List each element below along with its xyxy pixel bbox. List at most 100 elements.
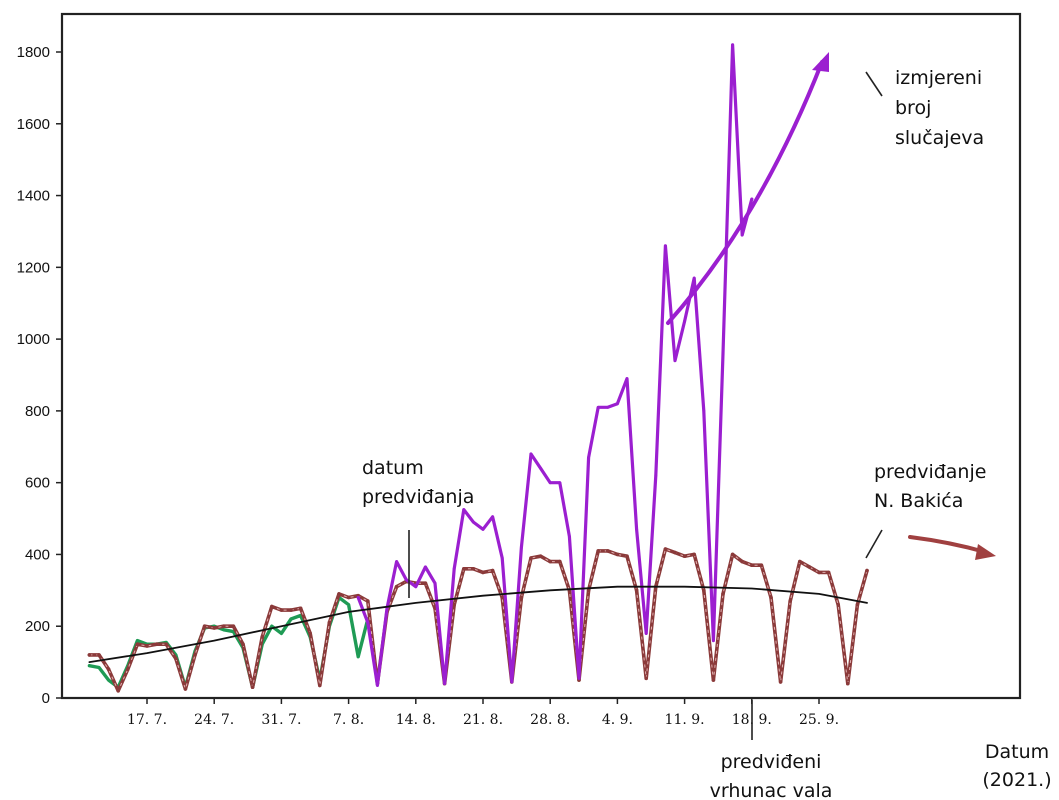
data-point bbox=[154, 642, 159, 646]
data-point bbox=[347, 603, 350, 607]
series-line-bakic-dots bbox=[89, 548, 868, 693]
data-point bbox=[586, 588, 591, 593]
data-point bbox=[798, 559, 802, 564]
data-point bbox=[107, 678, 110, 682]
data-point bbox=[673, 550, 677, 555]
annotation-bakic: N. Bakića bbox=[874, 490, 963, 512]
data-point bbox=[750, 197, 754, 201]
data-point bbox=[711, 678, 716, 682]
data-point bbox=[673, 359, 677, 362]
data-point bbox=[520, 545, 523, 549]
annotation-measured: izmjereni bbox=[895, 67, 982, 89]
annotation-forecast-date: datum bbox=[362, 457, 424, 479]
forecast-trend-arrow bbox=[908, 535, 987, 554]
data-point bbox=[616, 402, 619, 406]
data-point bbox=[683, 319, 686, 323]
series-line-trend bbox=[88, 585, 868, 663]
data-point bbox=[212, 626, 216, 630]
data-point bbox=[519, 595, 524, 600]
data-point bbox=[865, 568, 869, 573]
data-point bbox=[183, 687, 188, 691]
data-point bbox=[126, 667, 130, 672]
data-point bbox=[404, 578, 408, 581]
data-point bbox=[279, 608, 284, 612]
y-tick-label: 1400 bbox=[17, 188, 50, 205]
data-point bbox=[625, 377, 629, 380]
data-point bbox=[538, 554, 543, 558]
data-point bbox=[145, 644, 149, 648]
data-point bbox=[87, 653, 92, 657]
data-point bbox=[366, 621, 370, 624]
data-point bbox=[97, 653, 101, 657]
data-point bbox=[596, 549, 600, 553]
data-point bbox=[702, 409, 706, 413]
data-point bbox=[702, 588, 706, 593]
data-point bbox=[356, 596, 360, 599]
data-point bbox=[664, 244, 667, 248]
data-point bbox=[462, 567, 466, 571]
data-point bbox=[202, 624, 207, 628]
data-point bbox=[346, 595, 351, 600]
data-point bbox=[481, 570, 485, 575]
data-point bbox=[721, 352, 725, 355]
data-point bbox=[318, 683, 322, 688]
data-point bbox=[778, 680, 783, 684]
callout-line-bakic bbox=[865, 529, 883, 559]
data-point bbox=[759, 563, 764, 567]
data-point bbox=[193, 653, 197, 657]
data-point bbox=[558, 559, 562, 564]
data-point bbox=[529, 556, 533, 560]
x-tick-label: 7. 8. bbox=[333, 712, 364, 728]
data-point bbox=[606, 405, 610, 409]
data-point bbox=[298, 606, 303, 611]
data-point bbox=[510, 680, 514, 684]
data-point bbox=[250, 685, 255, 689]
data-point bbox=[568, 535, 571, 538]
plot-frame bbox=[60, 12, 1022, 700]
data-point bbox=[692, 552, 696, 557]
data-point bbox=[395, 560, 398, 563]
series-line-trend-group bbox=[88, 585, 868, 663]
rising-trend-arrowhead bbox=[812, 52, 829, 72]
x-tick-label: 4. 9. bbox=[602, 712, 633, 728]
data-point bbox=[606, 549, 610, 553]
y-tick-label: 400 bbox=[25, 546, 50, 563]
data-point bbox=[721, 592, 725, 596]
data-point bbox=[644, 632, 648, 635]
x-axis-label: Datum bbox=[985, 741, 1049, 763]
x-axis-label: (2021.) bbox=[982, 769, 1051, 791]
x-tick-label: 14. 8. bbox=[396, 712, 436, 728]
data-point bbox=[424, 565, 427, 569]
data-point bbox=[308, 631, 313, 636]
data-point bbox=[769, 595, 773, 600]
data-point bbox=[615, 552, 620, 557]
data-point bbox=[452, 567, 456, 571]
series-line-bakic bbox=[87, 547, 869, 693]
data-point bbox=[327, 620, 332, 625]
data-point bbox=[241, 642, 245, 646]
axes: 0 200 400 600 800 1000 1200 1400 1600 1800 17. 7. 2… bbox=[17, 12, 1052, 791]
data-point bbox=[289, 617, 293, 621]
data-point bbox=[712, 639, 715, 642]
rising-trend-arrow bbox=[666, 60, 824, 325]
data-point bbox=[692, 276, 696, 280]
data-point bbox=[654, 474, 658, 477]
data-point bbox=[596, 405, 600, 409]
data-point bbox=[807, 565, 812, 569]
forecast-trend-arrowhead bbox=[975, 544, 996, 560]
data-point bbox=[855, 602, 860, 607]
data-point bbox=[462, 508, 466, 511]
data-point bbox=[270, 604, 274, 609]
data-point bbox=[635, 527, 638, 531]
data-point bbox=[740, 233, 744, 237]
y-tick-label: 1800 bbox=[17, 44, 50, 61]
data-point bbox=[88, 664, 91, 668]
x-tick-label: 17. 7. bbox=[127, 712, 167, 728]
y-tick-label: 0 bbox=[42, 690, 50, 707]
y-tick-label: 200 bbox=[25, 618, 50, 635]
annotation-bakic: predviđanje bbox=[874, 461, 986, 483]
data-point bbox=[539, 466, 542, 470]
data-point bbox=[433, 581, 437, 585]
series-line-measured bbox=[356, 43, 754, 687]
